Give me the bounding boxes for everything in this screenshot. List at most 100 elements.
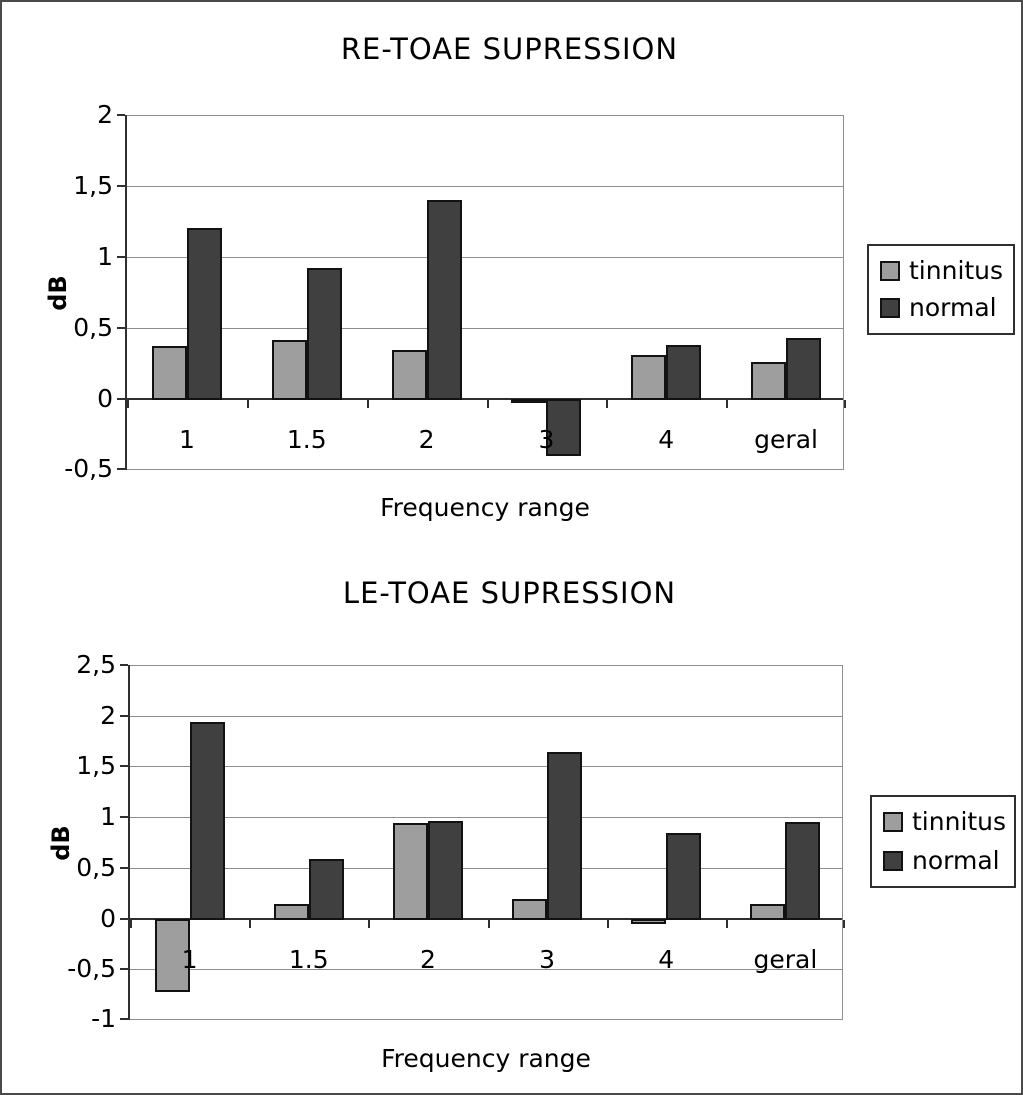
- x-axis-tick: [487, 919, 490, 928]
- gridline: [130, 715, 842, 717]
- x-axis-tick: [130, 919, 132, 928]
- y-tick-label: 2: [100, 700, 116, 730]
- category-label: 3: [539, 944, 556, 974]
- y-axis-tick: [120, 765, 128, 768]
- y-axis-tick: [117, 256, 125, 258]
- zero-axis-line: [127, 398, 843, 400]
- gridline: [130, 665, 842, 666]
- gridline: [130, 969, 842, 971]
- bar-tinnitus-1.5: [273, 904, 309, 920]
- bar-tinnitus-2: [392, 823, 428, 920]
- gridline: [127, 328, 843, 329]
- y-axis-tick: [117, 468, 125, 470]
- x-axis-tick: [246, 400, 249, 408]
- x-axis-label-re: Frequency range: [380, 493, 590, 522]
- y-axis-tick: [120, 866, 128, 869]
- y-tick-label: -1: [91, 1004, 116, 1033]
- bar-normal-1: [186, 228, 222, 400]
- tinnitus-swatch-icon: [883, 812, 903, 833]
- x-axis-tick: [725, 919, 728, 928]
- bar-normal-1.5: [308, 858, 344, 920]
- bar-tinnitus-3: [512, 899, 548, 920]
- y-axis-tick: [120, 968, 128, 971]
- category-label: geral: [753, 944, 818, 974]
- x-axis-tick: [726, 400, 729, 408]
- bar-tinnitus-1: [151, 346, 187, 400]
- gridline: [130, 766, 842, 768]
- y-axis-tick: [120, 714, 128, 717]
- bar-normal-1: [189, 721, 225, 920]
- y-axis-tick: [117, 114, 125, 116]
- category-label: 1.5: [288, 944, 329, 974]
- x-axis-tick: [366, 400, 369, 408]
- y-tick-label: 0: [97, 384, 113, 413]
- y-axis-tick: [120, 917, 128, 920]
- chart-title-le: LE-TOAE SUPRESSION: [342, 576, 677, 610]
- bar-normal-4: [666, 344, 702, 400]
- bar-normal-3: [546, 399, 582, 456]
- bar-tinnitus-1: [154, 918, 190, 992]
- category-label: 4: [658, 944, 675, 974]
- gridline: [130, 1019, 842, 1020]
- bar-normal-geral: [785, 822, 821, 920]
- y-tick-label: -0,5: [64, 454, 113, 483]
- x-axis-tick: [127, 400, 129, 408]
- legend-label: normal: [912, 845, 1000, 875]
- gridline: [127, 257, 843, 258]
- bar-tinnitus-3: [511, 399, 547, 403]
- x-axis-label-le: Frequency range: [381, 1044, 591, 1073]
- gridline: [127, 186, 843, 187]
- y-tick-label: 2: [97, 100, 113, 129]
- legend-item-tinnitus: tinnitus: [880, 255, 1007, 285]
- y-tick-label: 1,5: [76, 751, 116, 781]
- plot-area-re: dB Frequency range 2 1,5 1 0,5 0 -0,5 1 1.5 2 3 4 g…: [44, 100, 846, 522]
- category-label: 3: [538, 425, 555, 454]
- category-label: 4: [658, 425, 675, 454]
- bar-normal-2: [426, 199, 462, 400]
- bar-tinnitus-2: [391, 350, 427, 400]
- bar-tinnitus-1.5: [271, 340, 307, 400]
- y-axis-tick: [117, 398, 125, 400]
- y-tick-label: 1: [100, 802, 116, 832]
- bar-normal-4: [666, 833, 702, 920]
- gridline: [127, 115, 843, 116]
- category-label: 2: [418, 425, 435, 454]
- bar-normal-3: [547, 752, 583, 920]
- x-axis-tick: [844, 400, 846, 408]
- chart-title-re: RE-TOAE SUPRESSION: [340, 32, 679, 66]
- normal-swatch-icon: [880, 298, 900, 319]
- bar-normal-2: [427, 821, 463, 920]
- y-axis-tick: [117, 327, 125, 329]
- category-label: 2: [419, 944, 436, 974]
- legend-le: tinnitus normal: [870, 795, 1016, 888]
- legend-re: tinnitus normal: [867, 244, 1015, 335]
- y-tick-label: 0,5: [76, 852, 116, 882]
- bar-tinnitus-4: [631, 918, 667, 924]
- y-tick-label: 0,5: [73, 313, 113, 342]
- legend-label: normal: [909, 293, 997, 323]
- legend-label: tinnitus: [912, 807, 1007, 837]
- bar-normal-geral: [786, 337, 822, 400]
- bar-tinnitus-geral: [751, 361, 787, 400]
- y-axis-tick: [120, 816, 128, 819]
- x-axis-tick: [606, 400, 609, 408]
- legend-item-tinnitus: tinnitus: [883, 809, 1008, 835]
- category-label: geral: [754, 425, 818, 454]
- legend-label: tinnitus: [909, 255, 1004, 285]
- x-axis-tick: [368, 919, 371, 928]
- legend-item-normal: normal: [880, 295, 1007, 321]
- x-axis-tick: [486, 400, 489, 408]
- y-axis-tick: [120, 664, 128, 666]
- gridline: [130, 817, 842, 819]
- category-label: 1: [178, 425, 195, 454]
- x-axis-tick: [843, 919, 845, 928]
- y-tick-label: 1,5: [73, 171, 113, 200]
- x-axis-tick: [249, 919, 252, 928]
- y-tick-label: -0,5: [67, 954, 116, 984]
- bar-tinnitus-4: [631, 354, 667, 400]
- y-axis-tick: [120, 1018, 128, 1020]
- y-tick-label: 2,5: [76, 650, 116, 679]
- normal-swatch-icon: [883, 850, 903, 871]
- category-label: 1.5: [286, 425, 327, 454]
- y-tick-label: 0: [100, 903, 116, 933]
